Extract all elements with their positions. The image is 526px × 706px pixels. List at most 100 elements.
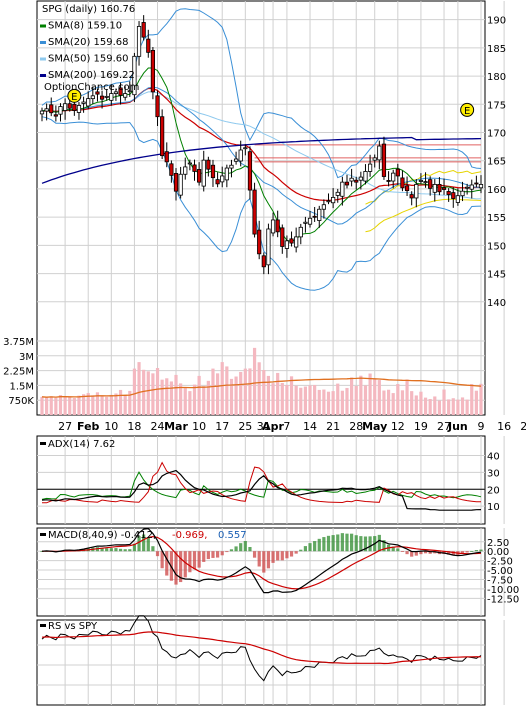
candle-body [53, 114, 58, 117]
volume-bar [160, 379, 164, 415]
candle-body [367, 163, 373, 172]
candle-body [183, 166, 188, 175]
macd-histogram-bar [146, 537, 150, 552]
candle-body [326, 200, 331, 203]
candle-body [72, 103, 77, 111]
indicator-lines [37, 8, 485, 682]
sma-red-line [41, 87, 482, 201]
macd-histogram-bar [479, 549, 483, 552]
volume-bar [447, 399, 451, 415]
macd-histogram-bar [317, 538, 321, 552]
candle-body [307, 217, 313, 225]
macd-histogram-bar [132, 543, 137, 552]
macd-histogram-bar [142, 534, 146, 552]
volume-bar [377, 380, 381, 415]
candle-body [76, 105, 82, 113]
x-axis-label: Jun [447, 420, 468, 433]
legend-swatch [40, 533, 46, 536]
volume-bar [188, 391, 192, 415]
candle-body [247, 151, 253, 191]
volume-bar [123, 394, 127, 415]
volume-bar [40, 396, 44, 415]
legend-swatch [40, 624, 46, 627]
volume-bar [428, 399, 432, 415]
candle-body [206, 159, 211, 170]
candle-body [118, 87, 123, 96]
macd-histogram-bar [382, 540, 386, 552]
volume-bar [118, 389, 123, 415]
x-axis-label: May [362, 420, 387, 433]
x-axis-label: 25 [238, 420, 252, 433]
volume-bar [465, 399, 469, 415]
candle-body [210, 164, 216, 179]
volume-bar [460, 397, 465, 415]
x-axis-label: 23 [520, 420, 526, 433]
macd-histogram-bar [271, 551, 275, 563]
volume-bar [174, 374, 178, 415]
macd-histogram-bar [363, 536, 368, 552]
candle-body [455, 195, 460, 203]
x-axis-label: 17 [215, 420, 229, 433]
volume-bar [437, 400, 442, 415]
macd-histogram-bar [294, 551, 298, 554]
candle-body [298, 226, 303, 238]
legend-swatch [40, 57, 46, 61]
macd-histogram-bar [285, 551, 289, 559]
volume-bar [419, 391, 423, 415]
volume-bar [294, 385, 298, 415]
macd-histogram-bar [211, 551, 215, 558]
adx-tick-label: 10 [487, 502, 500, 513]
candle-body [132, 55, 137, 96]
bollinger-lower [41, 116, 482, 291]
price-tick-label: 150 [487, 241, 506, 252]
macd-histogram-bar [299, 549, 303, 552]
volume-bar [169, 381, 173, 415]
price-tick-label: 165 [487, 157, 506, 168]
macd-histogram-bar [322, 537, 326, 552]
candle-body [99, 95, 105, 100]
candle-body [146, 38, 151, 53]
candle-body [340, 181, 345, 197]
volume-bar [54, 397, 58, 415]
earnings-marker-label: E [71, 92, 77, 103]
rs-panel [36, 619, 486, 706]
volume-bar [340, 390, 344, 415]
candle-body [465, 186, 470, 189]
volume-bar [128, 390, 132, 415]
volume-bar [109, 394, 113, 415]
x-axis-label: 28 [349, 420, 363, 433]
macd-legend-part: MACD(8,40,9) -0.412, [48, 530, 156, 541]
candle-body [474, 182, 479, 185]
macd-tick-label: 2.50 [487, 538, 509, 549]
volume-bar [317, 389, 321, 415]
x-axis-label: Mar [164, 420, 188, 433]
candle-body [113, 91, 119, 94]
candle-body [44, 108, 49, 112]
sma20-line [41, 86, 482, 225]
price-tick-label: 160 [487, 185, 506, 196]
macd-histogram-bar [419, 551, 423, 555]
macd-histogram-bar [289, 551, 294, 557]
candle-body [173, 173, 179, 192]
macd-signal-line [41, 535, 482, 590]
volume-bar [276, 372, 280, 415]
candle-body [229, 164, 234, 169]
plus-di-line [41, 471, 482, 500]
volume-layer [40, 347, 483, 585]
candle-body [150, 49, 156, 93]
adx-tick-label: 20 [487, 485, 500, 496]
volume-bar [289, 376, 294, 415]
envelope-lower [365, 198, 482, 233]
legend-swatch [40, 41, 46, 44]
volume-bar [248, 368, 252, 415]
candle-body [418, 180, 424, 182]
macd-histogram-bar [100, 547, 104, 552]
macd-histogram-bar [428, 551, 432, 554]
candle-body [284, 240, 290, 249]
candle-body [289, 238, 294, 244]
macd-tick-label: -2.50 [487, 557, 513, 568]
candle-body [391, 172, 396, 182]
x-axis-label: 16 [497, 420, 511, 433]
macd-histogram-bar [447, 551, 451, 555]
text-layer: 140 145 150 155 160 165 170 175 180 185 190 3.75M 3M… [3, 4, 526, 632]
